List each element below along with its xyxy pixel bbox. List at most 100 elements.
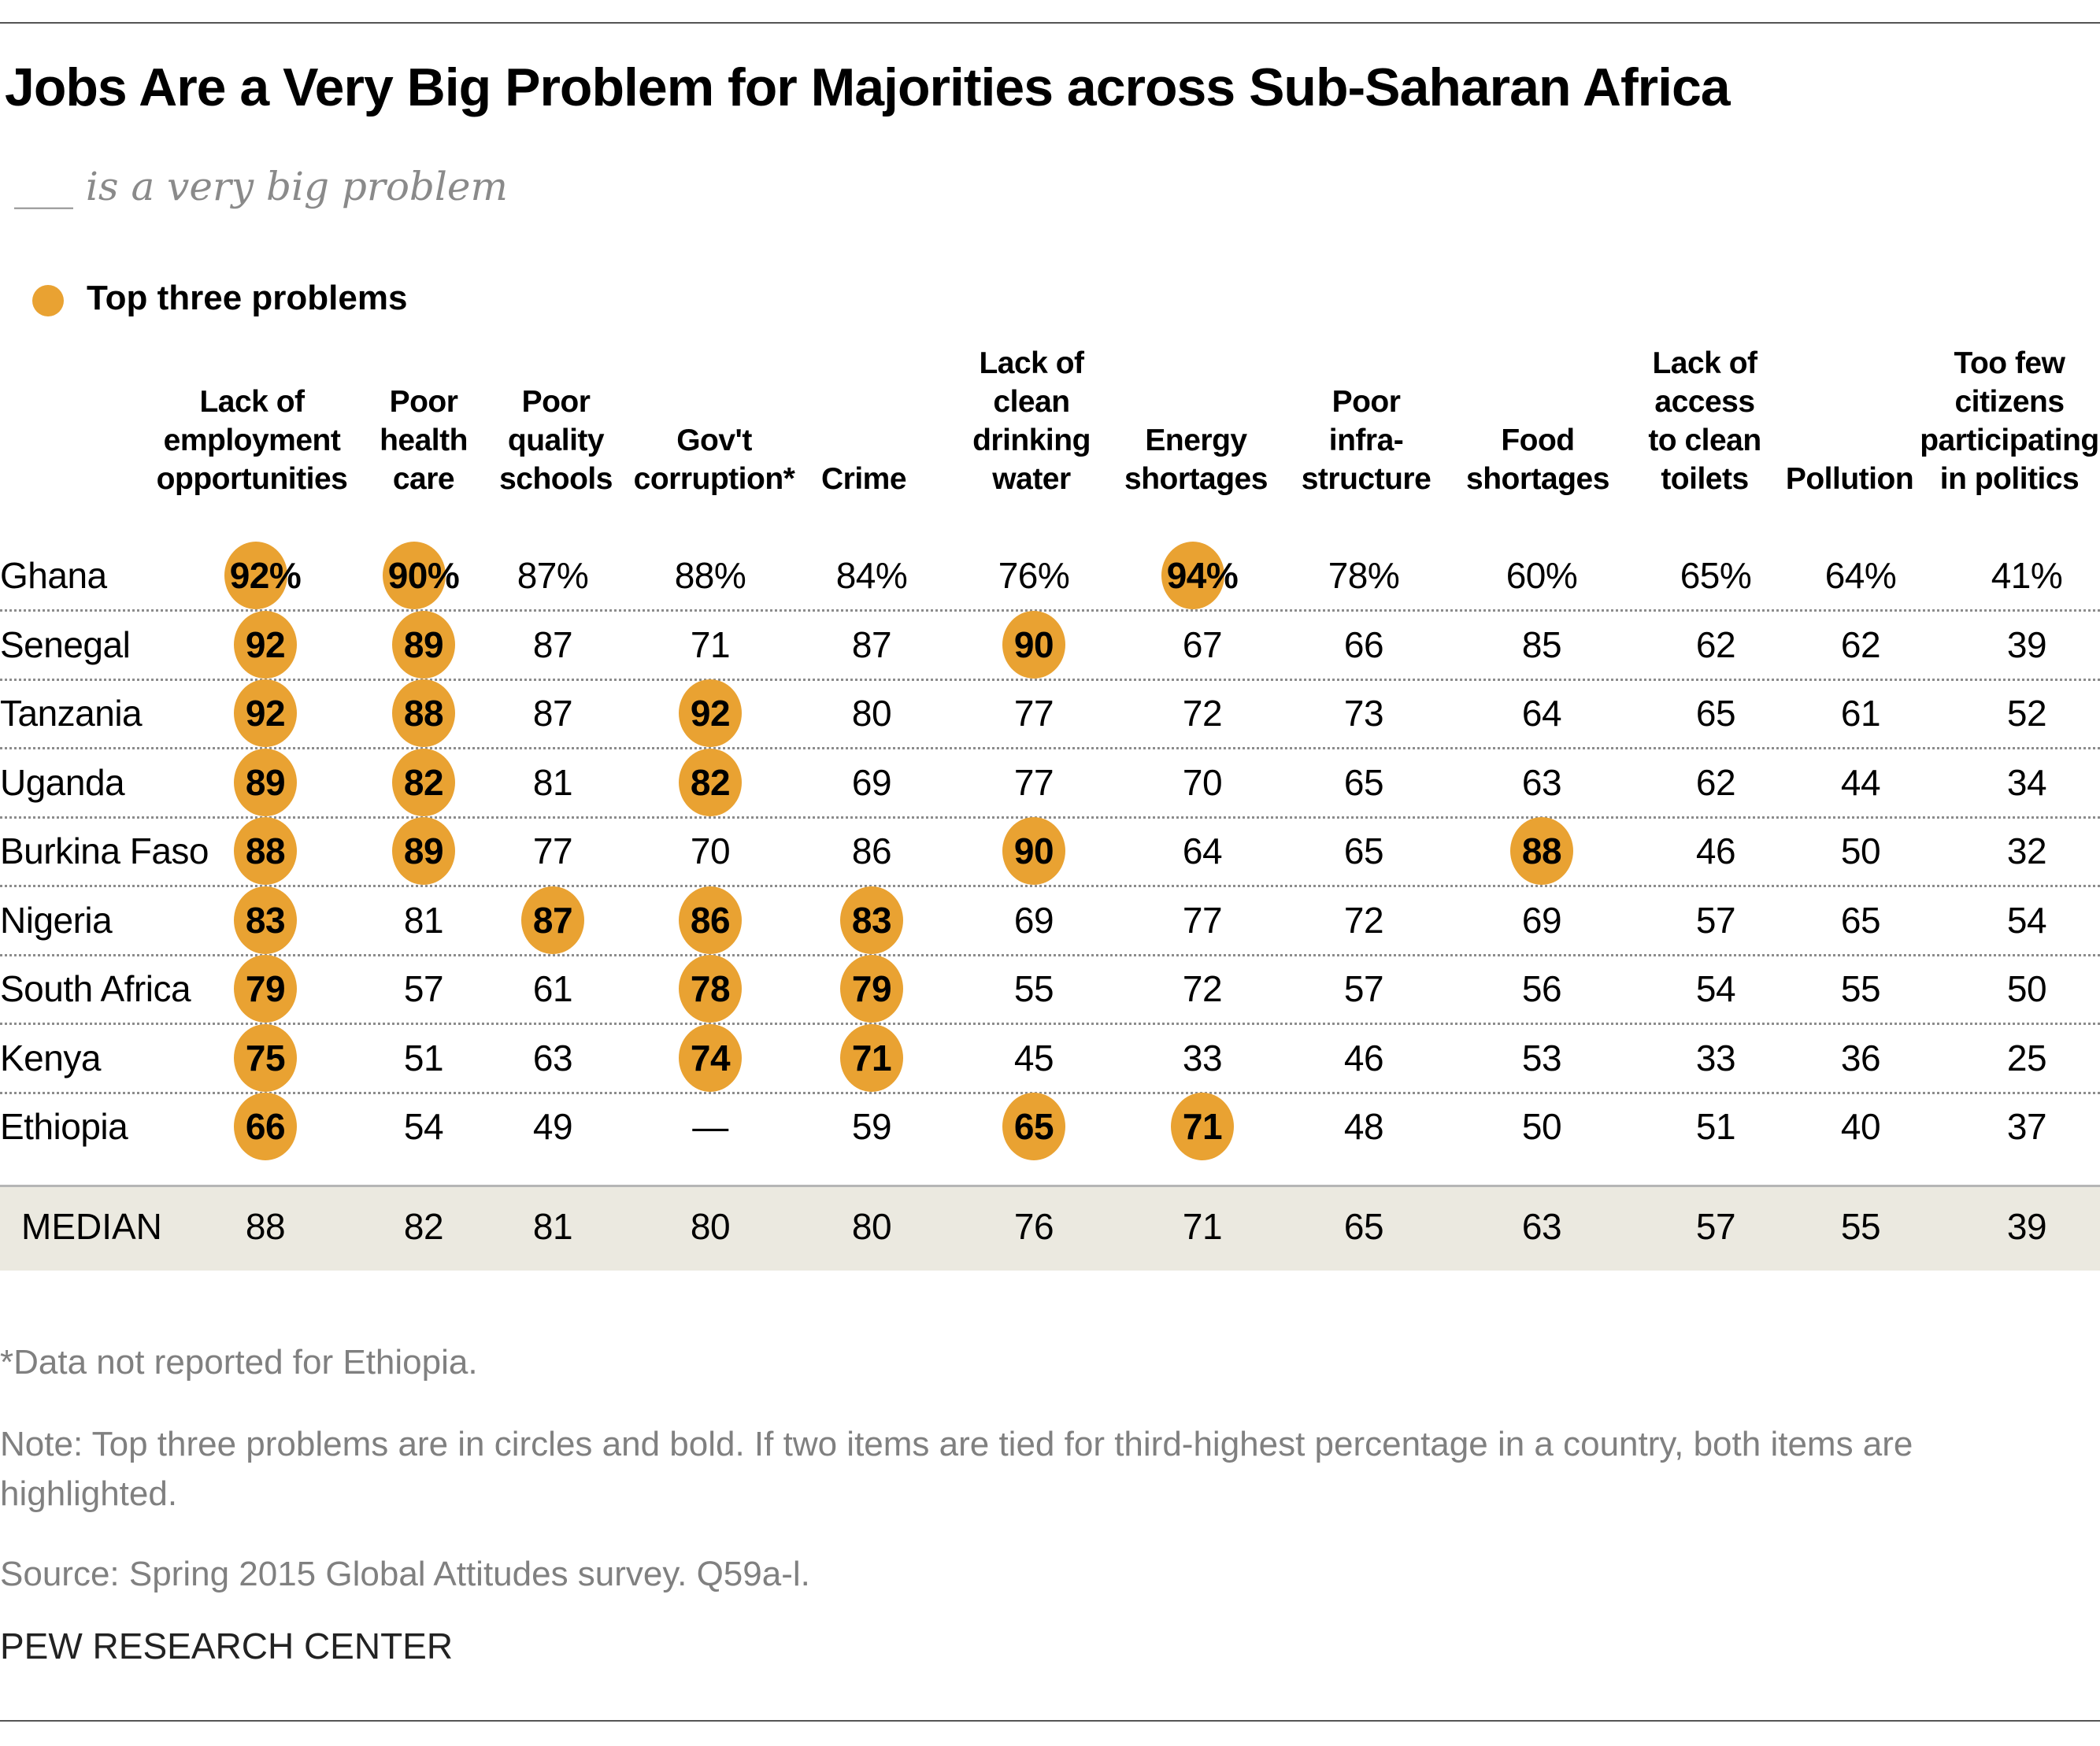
table-cell: 82 bbox=[690, 761, 731, 803]
column-header-line: Food bbox=[1501, 424, 1575, 457]
table-cell: 72 bbox=[1182, 968, 1223, 1009]
table-cell: 69 bbox=[1013, 899, 1054, 941]
median-label: MEDIAN bbox=[21, 1206, 162, 1247]
table-cell: 87 bbox=[532, 899, 573, 941]
top-problem-circle bbox=[392, 679, 455, 747]
column-header-line: Lack of bbox=[199, 385, 305, 419]
table-cell: 41% bbox=[1991, 555, 2063, 596]
table-cell: 70 bbox=[690, 830, 731, 871]
table-cell: 92 bbox=[690, 693, 731, 734]
table-cell: 88 bbox=[245, 830, 286, 871]
column-header: Energy shortages bbox=[1124, 421, 1268, 498]
table-cell: 77 bbox=[532, 830, 573, 871]
row-label: Senegal bbox=[0, 623, 131, 665]
table-cell: 72 bbox=[1343, 899, 1384, 941]
row-separator bbox=[0, 1023, 2100, 1025]
column-header-line: clean bbox=[993, 385, 1070, 419]
table-cell: 54 bbox=[403, 1106, 444, 1147]
top-problem-circle bbox=[521, 886, 584, 954]
top-rule bbox=[0, 22, 2100, 24]
table-cell: 90 bbox=[1013, 830, 1054, 871]
table-cell: 89 bbox=[403, 830, 444, 871]
column-header-line: Crime bbox=[820, 462, 907, 496]
table-cell: 69 bbox=[851, 761, 892, 803]
footnote-source: Source: Spring 2015 Global Attitudes sur… bbox=[0, 1555, 810, 1593]
table-cell: 65% bbox=[1680, 555, 1752, 596]
column-header-line: access bbox=[1654, 385, 1755, 419]
row-separator bbox=[0, 1091, 2100, 1094]
top-problem-circle bbox=[234, 1093, 297, 1160]
median-value: 88 bbox=[245, 1206, 286, 1247]
chart-subtitle: ___ is a very big problem bbox=[14, 164, 508, 209]
legend-circle-icon bbox=[32, 285, 64, 316]
table-cell: 57 bbox=[403, 968, 444, 1009]
table-cell: 76% bbox=[998, 555, 1070, 596]
column-header-line: Lack of bbox=[979, 346, 1084, 380]
table-cell: 37 bbox=[2006, 1106, 2047, 1147]
top-problem-circle bbox=[383, 542, 446, 609]
top-problem-circle bbox=[840, 1023, 903, 1092]
column-header: Poor infra-structure bbox=[1302, 383, 1431, 498]
column-header-line: opportunities bbox=[156, 462, 348, 496]
table-cell: 46 bbox=[1343, 1037, 1384, 1078]
table-cell: 53 bbox=[1521, 1037, 1562, 1078]
table-cell: 69 bbox=[1521, 899, 1562, 941]
top-problem-circle bbox=[1510, 817, 1573, 885]
column-header-line: toilets bbox=[1661, 462, 1749, 496]
column-header-line: drinking bbox=[972, 424, 1091, 457]
table-cell: 65 bbox=[1840, 899, 1881, 941]
table-cell: 48 bbox=[1343, 1106, 1384, 1147]
table-cell: 25 bbox=[2006, 1037, 2047, 1078]
footnote-note: Note: Top three problems are in circles … bbox=[0, 1425, 1913, 1513]
row-label: Nigeria bbox=[0, 899, 113, 941]
table-cell: 82 bbox=[403, 761, 444, 803]
table-cell: 92 bbox=[245, 693, 286, 734]
median-value: 63 bbox=[1521, 1206, 1562, 1247]
row-label: Ethiopia bbox=[0, 1106, 128, 1147]
table-cell: 75 bbox=[245, 1037, 286, 1078]
table-cell: 65 bbox=[1343, 761, 1384, 803]
median-value: 71 bbox=[1182, 1206, 1223, 1247]
column-header-line: quality bbox=[507, 424, 605, 457]
table-cell: 57 bbox=[1343, 968, 1384, 1009]
table-cell: 54 bbox=[1695, 968, 1736, 1009]
column-header: Pollution bbox=[1786, 460, 1914, 498]
column-header-line: Poor bbox=[521, 385, 591, 419]
row-separator bbox=[0, 609, 2100, 612]
table-cell: 32 bbox=[2006, 830, 2047, 871]
table-cell: 88% bbox=[674, 555, 746, 596]
table-cell: 79 bbox=[851, 968, 892, 1009]
column-header: Lack of employment opportunities bbox=[157, 383, 348, 498]
column-header: Lack of clean drinking water bbox=[972, 344, 1091, 498]
table-cell: 55 bbox=[1013, 968, 1054, 1009]
median-value: 76 bbox=[1013, 1206, 1054, 1247]
table-cell: 87% bbox=[517, 555, 589, 596]
column-header-line: infra- bbox=[1328, 424, 1404, 457]
table-cell: 77 bbox=[1013, 761, 1054, 803]
legend-label: Top three problems bbox=[87, 279, 408, 317]
table-cell: 87 bbox=[532, 693, 573, 734]
column-header: Gov't corruption* bbox=[634, 421, 795, 498]
top-problem-circle bbox=[234, 748, 297, 816]
row-separator bbox=[0, 747, 2100, 749]
row-separator bbox=[0, 678, 2100, 681]
table-cell: 50 bbox=[1521, 1106, 1562, 1147]
column-header-line: Gov't bbox=[676, 424, 752, 457]
table-cell: 64 bbox=[1521, 693, 1562, 734]
table-cell: 86 bbox=[690, 899, 731, 941]
median-value: 55 bbox=[1840, 1206, 1881, 1247]
top-problem-circle bbox=[234, 610, 297, 679]
median-value: 39 bbox=[2006, 1206, 2047, 1247]
table-cell: 87 bbox=[851, 623, 892, 665]
table-cell: 61 bbox=[1840, 693, 1881, 734]
table-cell: 67 bbox=[1182, 623, 1223, 665]
table-cell: 79 bbox=[245, 968, 286, 1009]
brand-label: PEW RESEARCH CENTER bbox=[0, 1626, 454, 1666]
row-label: Tanzania bbox=[0, 693, 143, 734]
median-value: 82 bbox=[403, 1206, 444, 1247]
top-problem-circle bbox=[234, 1023, 297, 1092]
table-cell: 39 bbox=[2006, 623, 2047, 665]
table-cell: 44 bbox=[1840, 761, 1881, 803]
row-separator bbox=[0, 953, 2100, 956]
column-header-line: Energy bbox=[1145, 424, 1247, 457]
